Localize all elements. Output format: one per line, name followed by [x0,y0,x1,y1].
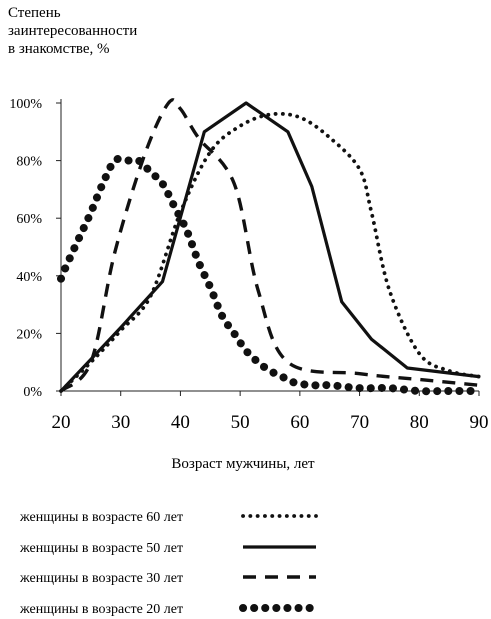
x-tick-label: 70 [350,412,369,433]
legend-label-0: женщины в возрасте 60 лет [19,510,183,525]
plot-area [57,98,483,396]
y-axis-title-line-1: Степень [8,5,61,21]
x-tick-label: 30 [111,412,130,433]
x-tick-label: 90 [470,412,489,433]
legend-label-2: женщины в возрасте 30 лет [19,571,183,586]
y-axis-title: Степень заинтересованности в знакомстве,… [8,5,137,57]
y-tick-label: 100% [9,97,42,112]
y-tick-label: 0% [23,385,42,400]
series-line-3 [57,154,483,396]
x-tick-label: 50 [231,412,250,433]
x-tick-labels: 20 30 40 50 60 70 80 90 [52,412,489,433]
y-tick-label: 20% [16,327,42,342]
axes [56,99,480,396]
legend-label-1: женщины в возрасте 50 лет [19,541,183,556]
y-tick-label: 40% [16,270,42,285]
y-axis-title-line-2: заинтересованности [8,23,137,39]
series-line-0 [59,111,481,393]
legend: женщины в возрасте 60 лет женщины в возра… [19,510,320,617]
x-tick-label: 80 [410,412,429,433]
y-tick-labels: 0% 20% 40% 60% 80% 100% [9,97,42,400]
x-axis-title: Возраст мужчины, лет [171,456,315,472]
legend-label-3: женщины в возрасте 20 лет [19,602,183,617]
y-tick-label: 60% [16,212,42,227]
y-axis-title-line-3: в знакомстве, % [8,41,110,57]
series-line-2 [59,98,480,393]
y-tick-label: 80% [16,155,42,170]
x-tick-label: 40 [171,412,190,433]
series-line-1 [59,101,480,393]
x-tick-label: 20 [52,412,71,433]
x-tick-label: 60 [290,412,309,433]
